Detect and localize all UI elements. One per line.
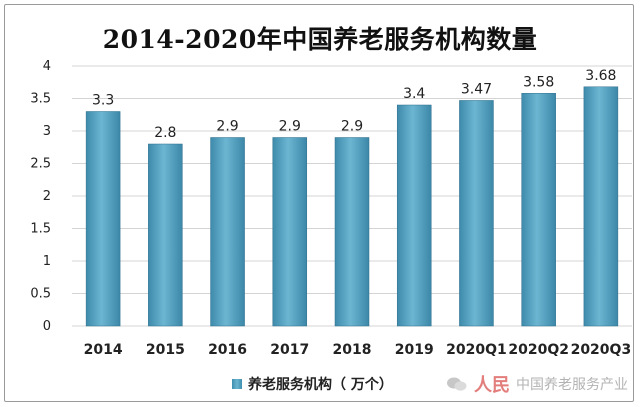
data-label: 3.47 bbox=[461, 81, 492, 97]
data-label: 2.8 bbox=[154, 125, 176, 141]
x-tick-label: 2019 bbox=[395, 342, 434, 358]
bar-2020q1 bbox=[459, 100, 494, 327]
y-tick-label: 2.5 bbox=[30, 157, 51, 172]
bar-2020q3 bbox=[583, 86, 619, 327]
bar-2020q2 bbox=[521, 93, 556, 327]
bar-2019 bbox=[396, 104, 432, 327]
x-tick-label: 2020Q3 bbox=[571, 342, 632, 358]
y-tick-label: 2 bbox=[43, 189, 51, 204]
wechat-logo-icon bbox=[447, 377, 467, 391]
x-tick-label: 2014 bbox=[84, 342, 123, 358]
y-tick-label: 4 bbox=[43, 59, 51, 74]
data-label: 2.9 bbox=[279, 119, 301, 135]
bar-2017 bbox=[272, 137, 308, 327]
watermark-text: 中国养老服务产业 bbox=[516, 377, 628, 393]
y-tick-label: 1 bbox=[43, 254, 51, 269]
y-tick-label: 3 bbox=[43, 124, 51, 139]
x-tick-label: 2016 bbox=[208, 342, 247, 358]
legend-swatch bbox=[232, 379, 242, 389]
bar-2016 bbox=[210, 137, 245, 327]
data-label: 3.4 bbox=[403, 86, 425, 102]
x-tick-label: 2018 bbox=[333, 342, 372, 358]
data-label: 2.9 bbox=[341, 119, 363, 135]
y-tick-label: 3.5 bbox=[30, 92, 51, 107]
x-tick-label: 2017 bbox=[270, 342, 309, 358]
y-tick-label: 0.5 bbox=[30, 287, 51, 302]
data-label: 3.3 bbox=[92, 93, 114, 109]
bar-2014 bbox=[85, 111, 121, 327]
data-label: 3.58 bbox=[523, 74, 554, 90]
bar-2018 bbox=[334, 137, 370, 327]
data-label: 3.68 bbox=[585, 68, 616, 84]
x-tick-label: 2015 bbox=[146, 342, 185, 358]
chart-legend: 养老服务机构（ 万个） bbox=[232, 372, 393, 396]
y-tick-label: 0 bbox=[43, 319, 51, 334]
y-tick-label: 1.5 bbox=[30, 222, 51, 237]
chart-title: 2014-2020年中国养老服务机构数量 bbox=[102, 25, 538, 54]
x-tick-label: 2020Q2 bbox=[508, 342, 569, 358]
watermark: 人民 中国养老服务产业 bbox=[446, 371, 628, 397]
watermark-logo-text: 人民 bbox=[474, 375, 510, 396]
data-label: 2.9 bbox=[216, 119, 238, 135]
x-tick-label: 2020Q1 bbox=[446, 342, 507, 358]
legend-label: 养老服务机构（ 万个） bbox=[248, 377, 393, 393]
bar-2015 bbox=[148, 143, 183, 327]
